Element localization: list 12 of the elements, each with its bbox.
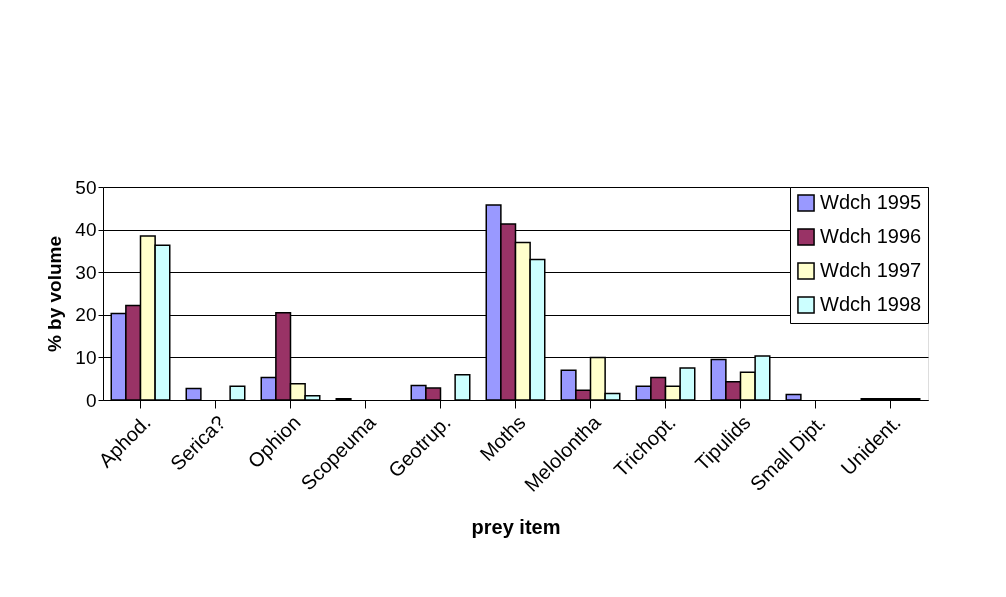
x-axis-title: prey item: [471, 515, 561, 538]
y-tick-label: 50: [75, 176, 97, 198]
legend-label: Wdch 1998: [820, 293, 922, 315]
y-axis-title: % by volume: [44, 235, 66, 353]
legend-label: Wdch 1995: [820, 191, 922, 213]
legend-label: Wdch 1996: [820, 225, 922, 247]
y-tick-label: 10: [75, 346, 97, 368]
y-tick-label: 0: [85, 389, 97, 411]
y-tick-label: 40: [75, 219, 97, 241]
y-tick-label: 20: [75, 304, 97, 326]
legend-label: Wdch 1997: [820, 259, 922, 281]
y-tick-label: 30: [75, 261, 97, 283]
